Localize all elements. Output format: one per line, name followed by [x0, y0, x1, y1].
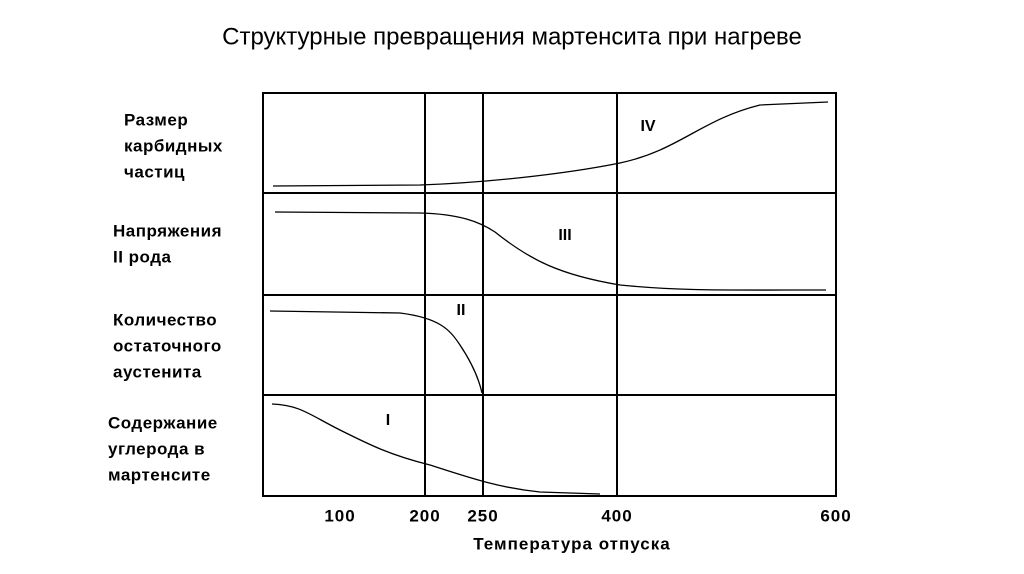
x-tick-label: 250	[467, 506, 498, 525]
x-tick-label: 600	[820, 506, 851, 525]
row-label: аустенита	[113, 362, 202, 381]
curve	[274, 211, 827, 291]
curve	[271, 403, 601, 495]
row-label: Напряжения	[113, 221, 222, 240]
row-label: II рода	[113, 247, 172, 266]
row-label: мартенсите	[108, 465, 211, 484]
x-tick-label: 200	[409, 506, 440, 525]
row-label: карбидных	[124, 136, 223, 155]
curve	[269, 310, 483, 394]
title: Структурные превращения мартенсита при н…	[222, 23, 802, 50]
row-label: остаточного	[113, 336, 222, 355]
stage-label: I	[386, 412, 390, 429]
stage-label: II	[457, 302, 466, 319]
row-label: углерода в	[108, 439, 205, 458]
row-label: Содержание	[108, 413, 218, 432]
row-label: Размер	[124, 110, 188, 129]
x-tick-label: 100	[324, 506, 355, 525]
stage-label: IV	[640, 118, 655, 135]
curve	[272, 101, 829, 187]
x-axis-title: Температура отпуска	[473, 534, 670, 553]
stage-label: III	[558, 227, 571, 244]
row-label: частиц	[124, 162, 185, 181]
row-label: Количество	[113, 310, 217, 329]
x-tick-label: 400	[601, 506, 632, 525]
